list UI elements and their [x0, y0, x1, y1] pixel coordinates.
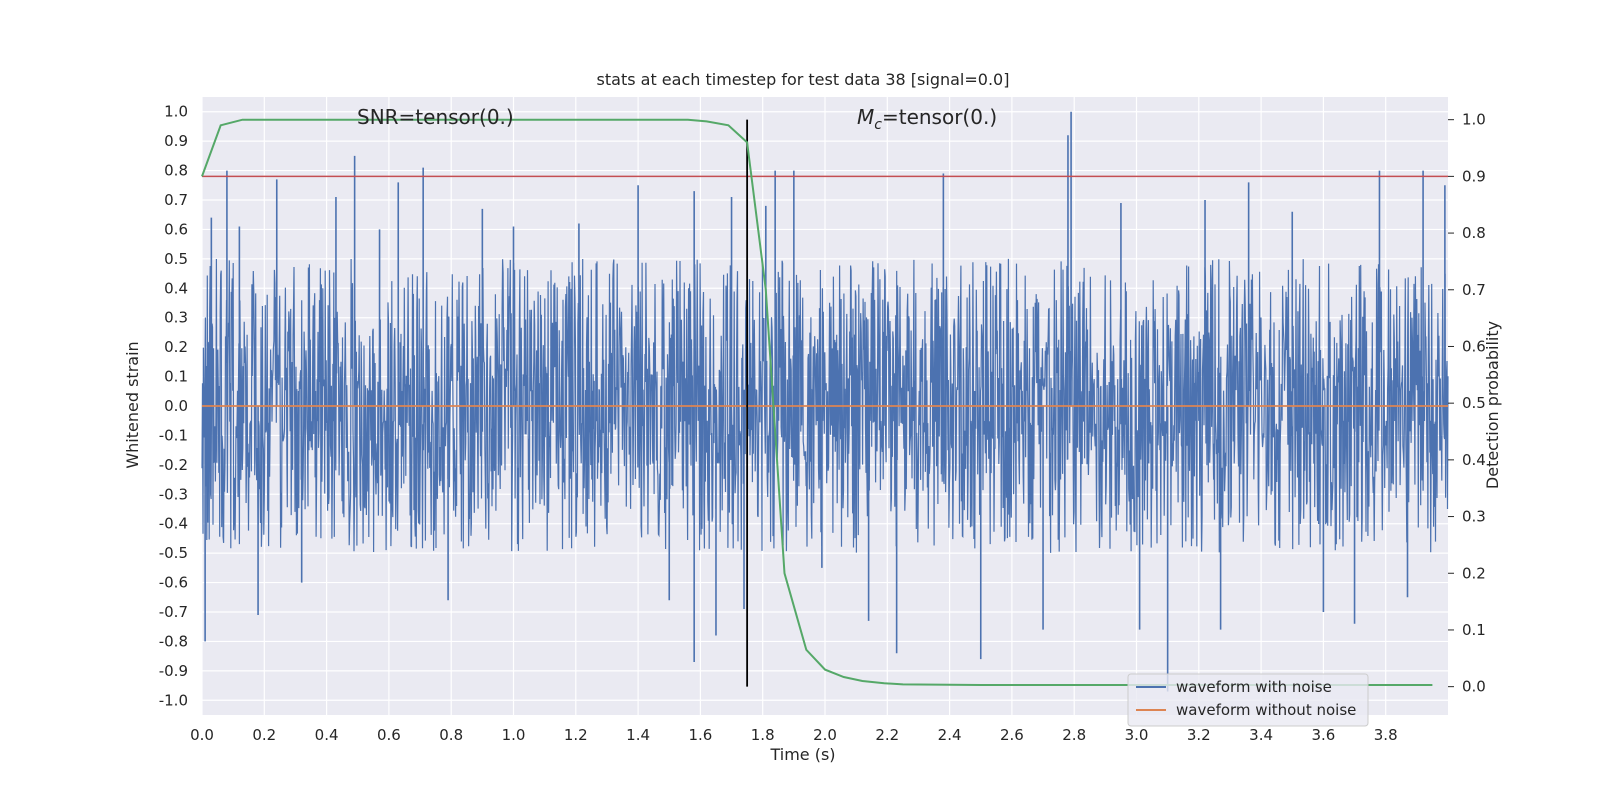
y-left-tick-label: -0.7: [159, 603, 188, 621]
y-left-tick-label: 0.6: [164, 220, 188, 238]
x-tick-label: 3.2: [1187, 726, 1211, 744]
y-left-tick-label: 0.2: [164, 338, 188, 356]
x-tick-label: 0.8: [439, 726, 463, 744]
x-tick-label: 1.4: [626, 726, 650, 744]
y-right-tick-label: 0.0: [1462, 678, 1486, 696]
x-tick-label: 2.2: [875, 726, 899, 744]
y-left-tick-label: -0.5: [159, 544, 188, 562]
y-left-tick-label: -0.8: [159, 632, 188, 650]
mc-subscript: c: [874, 117, 882, 133]
x-tick-label: 3.0: [1125, 726, 1149, 744]
y-axis-left-label: Whitened strain: [123, 341, 142, 468]
legend-label-clean: waveform without noise: [1176, 701, 1356, 719]
x-tick-label: 1.6: [688, 726, 712, 744]
y-left-tick-label: -0.1: [159, 426, 188, 444]
y-right-tick-label: 0.5: [1462, 394, 1486, 412]
overlay-lines: [201, 118, 1448, 687]
y-left-tick-label: -1.0: [159, 691, 188, 709]
y-right-tick-label: 0.6: [1462, 337, 1486, 355]
y-left-tick-label: -0.3: [159, 485, 188, 503]
series-waveform-with-noise: [201, 111, 1449, 692]
x-tick-label: 2.8: [1062, 726, 1086, 744]
x-tick-label: 0.0: [190, 726, 214, 744]
y-right-tick-label: 0.1: [1462, 621, 1486, 639]
mc-annotation: Mc=tensor(0.): [857, 105, 997, 133]
chart-title: stats at each timestep for test data 38 …: [597, 70, 1010, 89]
mc-symbol: M: [857, 105, 874, 129]
y-left-tick-label: 0.7: [164, 191, 188, 209]
y-left-tick-label: 0.0: [164, 397, 188, 415]
snr-annotation: SNR=tensor(0.): [357, 105, 514, 129]
axis-ticks: 0.0 0.2 0.4 0.6 0.8 1.0 1.2 1.4 1.6 1.8 2.0 2.2 2.4 2…: [159, 103, 1486, 744]
y-left-tick-label: 0.3: [164, 309, 188, 327]
y-left-tick-label: -0.9: [159, 662, 188, 680]
y-left-tick-label: 1.0: [164, 103, 188, 121]
x-tick-label: 1.0: [502, 726, 526, 744]
mc-rest: =tensor(0.): [882, 105, 997, 129]
x-tick-label: 2.0: [813, 726, 837, 744]
x-tick-label: 1.8: [751, 726, 775, 744]
x-tick-label: 2.4: [938, 726, 962, 744]
x-tick-label: 3.4: [1249, 726, 1273, 744]
y-right-tick-label: 1.0: [1462, 111, 1486, 129]
x-tick-label: 3.6: [1311, 726, 1335, 744]
y-right-tick-label: 0.9: [1462, 167, 1486, 185]
legend-box: [1127, 673, 1369, 727]
x-axis-label: Time (s): [769, 745, 835, 764]
y-left-tick-label: 0.9: [164, 132, 188, 150]
y-left-tick-label: -0.6: [159, 574, 188, 592]
y-axis-right-label: Detection probability: [1483, 321, 1502, 489]
y-left-tick-label: 0.1: [164, 368, 188, 386]
x-tick-label: 0.6: [377, 726, 401, 744]
legend-label-noise: waveform with noise: [1176, 678, 1332, 696]
legend: waveform with noise waveform without noi…: [1127, 673, 1369, 727]
y-right-tick-label: 0.8: [1462, 224, 1486, 242]
y-left-tick-label: 0.8: [164, 162, 188, 180]
x-tick-label: 0.4: [315, 726, 339, 744]
y-right-tick-label: 0.7: [1462, 281, 1486, 299]
x-tick-label: 0.2: [252, 726, 276, 744]
y-left-tick-label: -0.2: [159, 456, 188, 474]
y-right-tick-label: 0.4: [1462, 451, 1486, 469]
y-right-tick-label: 0.2: [1462, 564, 1486, 582]
x-tick-label: 1.2: [564, 726, 588, 744]
y-left-tick-label: 0.4: [164, 279, 188, 297]
series-detection-probability: [201, 118, 1433, 686]
y-left-tick-label: 0.5: [164, 250, 188, 268]
x-tick-label: 2.6: [1000, 726, 1024, 744]
x-tick-label: 3.8: [1374, 726, 1398, 744]
y-right-tick-label: 0.3: [1462, 508, 1486, 526]
y-left-tick-label: -0.4: [159, 515, 188, 533]
